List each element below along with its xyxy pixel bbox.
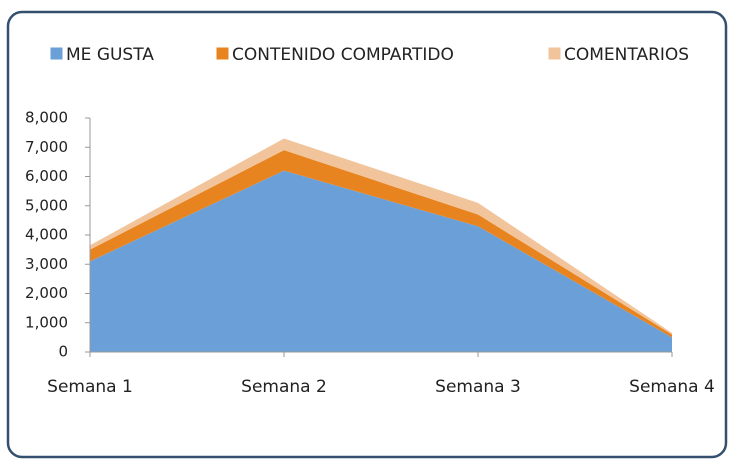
legend-swatch (547, 46, 562, 61)
x-tick-label: Semana 1 (47, 377, 133, 397)
legend-swatch (49, 46, 64, 61)
y-tick-label: 3,000 (25, 255, 68, 273)
y-tick-label: 2,000 (25, 284, 68, 302)
y-tick-label: 1,000 (25, 313, 68, 331)
legend-swatch (215, 46, 230, 61)
area (90, 170, 672, 352)
y-tick-label: 6,000 (25, 167, 68, 185)
x-tick-label: Semana 2 (241, 377, 327, 397)
y-tick-label: 0 (58, 343, 68, 361)
y-tick-label: 5,000 (25, 196, 68, 214)
x-tick-label: Semana 3 (435, 377, 521, 397)
y-tick-label: 8,000 (25, 109, 68, 127)
y-tick-label: 4,000 (25, 226, 68, 244)
legend-label: COMENTARIOS (564, 45, 689, 65)
x-tick-label: Semana 4 (629, 377, 715, 397)
area (90, 138, 672, 335)
y-tick-label: 7,000 (25, 138, 68, 156)
legend-label: CONTENIDO COMPARTIDO (232, 45, 454, 65)
legend-label: ME GUSTA (66, 45, 154, 65)
area (90, 150, 672, 338)
